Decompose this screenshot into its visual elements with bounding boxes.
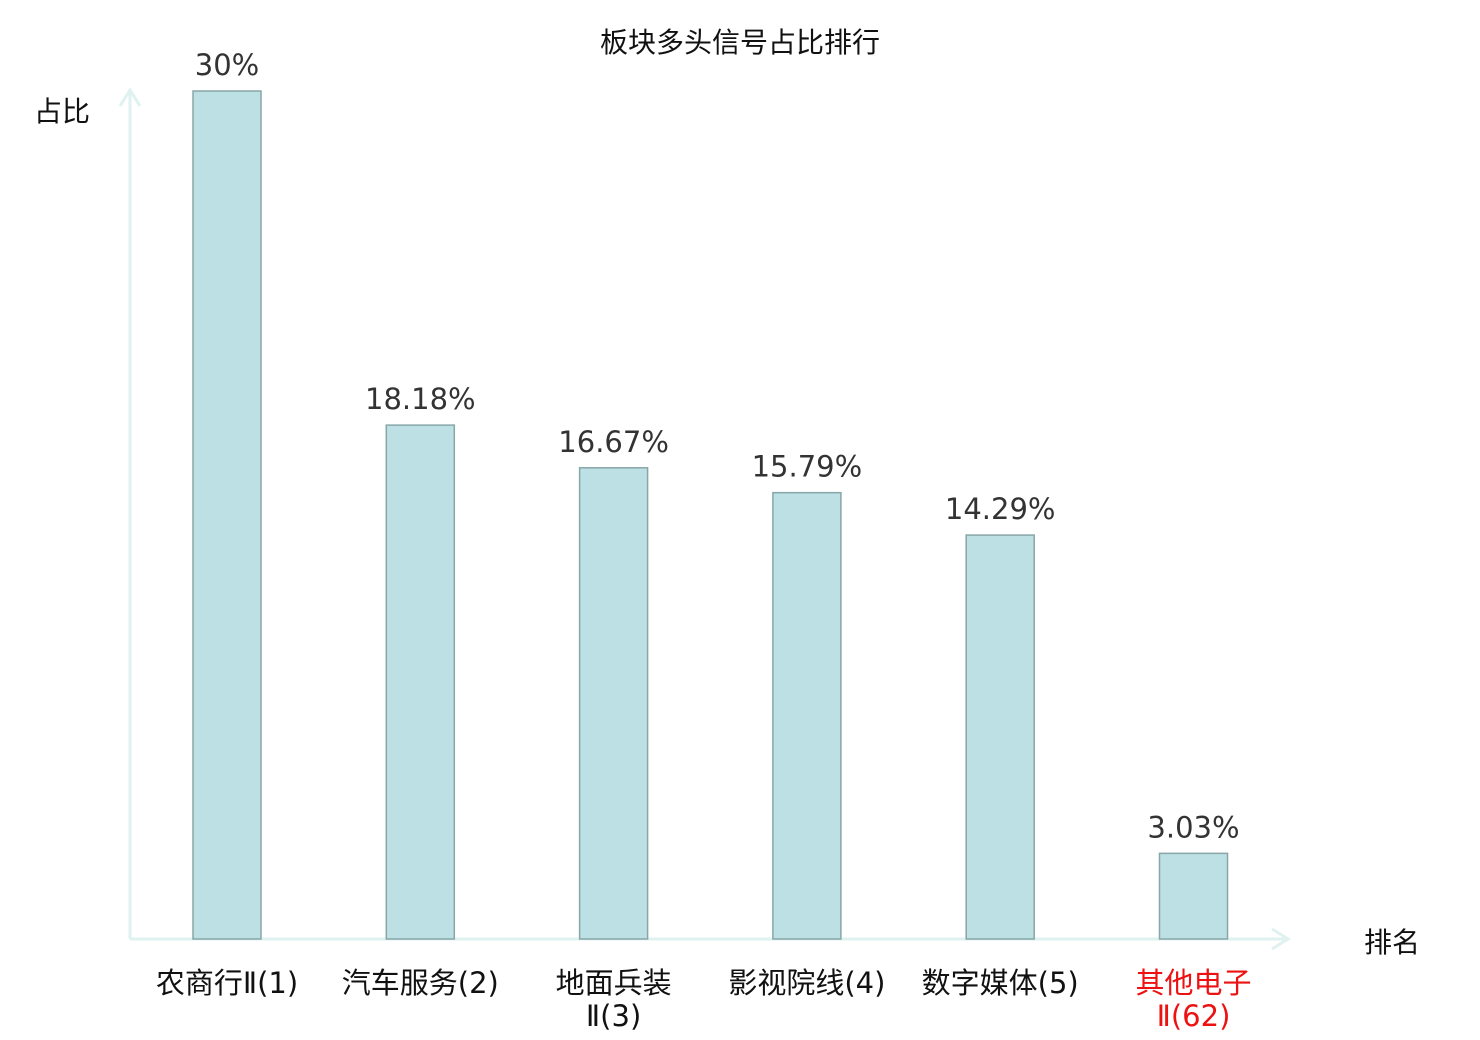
- data-label: 16.67%: [558, 425, 669, 459]
- bar: [578, 467, 649, 940]
- bar: [965, 534, 1035, 940]
- x-tick-label: 影视院线(4): [728, 966, 885, 1000]
- x-tick-label: 农商行Ⅱ(1): [156, 966, 298, 1000]
- x-tick-label: 其他电子 Ⅱ(62): [1135, 966, 1251, 1033]
- x-axis-label: 排名: [1364, 926, 1420, 959]
- chart-title: 板块多头信号占比排行: [600, 26, 880, 59]
- data-label: 30%: [195, 48, 259, 82]
- bar: [772, 491, 842, 940]
- data-label: 18.18%: [365, 382, 476, 416]
- data-label: 15.79%: [752, 450, 863, 484]
- x-tick-label: 地面兵装 Ⅱ(3): [556, 966, 672, 1033]
- y-axis-arrow-icon: [118, 87, 142, 107]
- data-label: 14.29%: [945, 492, 1056, 526]
- bar: [385, 424, 456, 940]
- bar: [1158, 852, 1229, 940]
- y-axis-label: 占比: [34, 95, 90, 128]
- x-axis-arrow-icon: [1271, 927, 1291, 951]
- data-label: 3.03%: [1147, 810, 1239, 844]
- x-tick-label: 数字媒体(5): [922, 966, 1079, 1000]
- axes: [118, 87, 1291, 951]
- bar: [192, 90, 262, 940]
- bars: 30% 农商行Ⅱ(1) 18.18% 汽车服务(2) 16.67% 地面兵装 Ⅱ(3) 15.…: [156, 48, 1252, 1033]
- x-tick-label: 汽车服务(2): [342, 966, 499, 1000]
